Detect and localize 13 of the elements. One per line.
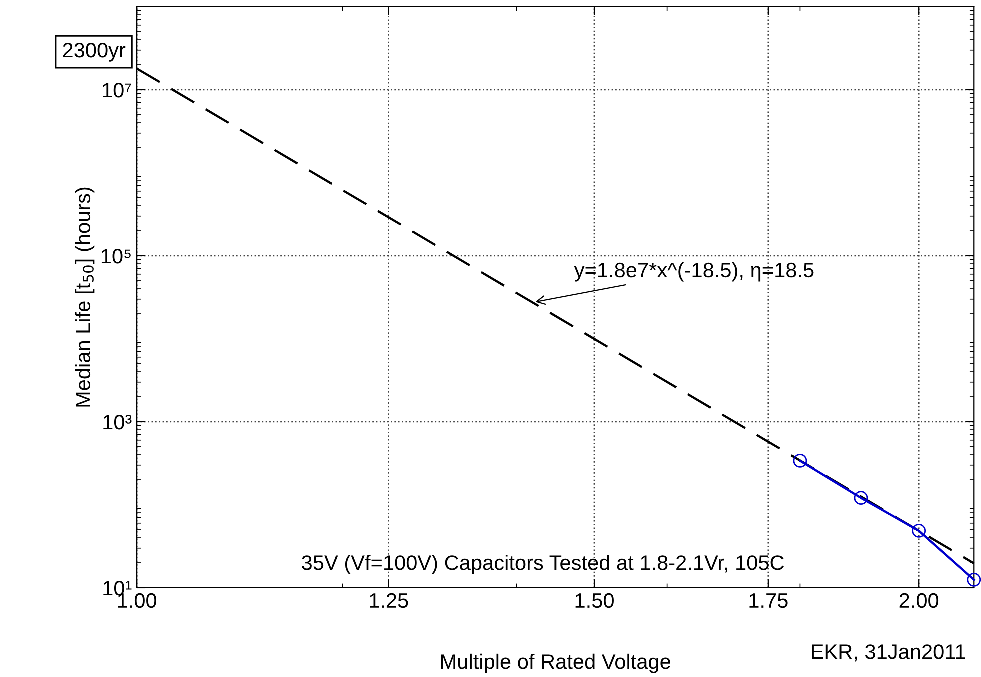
x-axis-title: Multiple of Rated Voltage <box>441 654 670 674</box>
y-tick-label: 10³ <box>104 414 132 430</box>
y-tick-label: 10⁵ <box>102 248 131 264</box>
text: EKR, 31Jan2011 <box>812 644 966 662</box>
annotation: 2300yr <box>63 42 126 62</box>
annotation: 35V (Vf=100V) Capacitors Tested at 1.8-2.1Vr, 105C <box>302 555 784 574</box>
annotation: y=1.8e7*x^(-18.5), η=18.5 <box>574 262 814 282</box>
x-tick-label: 1.50 <box>576 593 614 608</box>
x-tick-label: 2.00 <box>900 593 939 608</box>
x-tick-label: 1.25 <box>370 593 408 608</box>
y-axis-title: Median Life [t$_{50}$] (hours) <box>75 188 95 407</box>
x-tick-label: 1.75 <box>750 594 788 608</box>
y-tick-label: 10⁷ <box>103 82 132 98</box>
